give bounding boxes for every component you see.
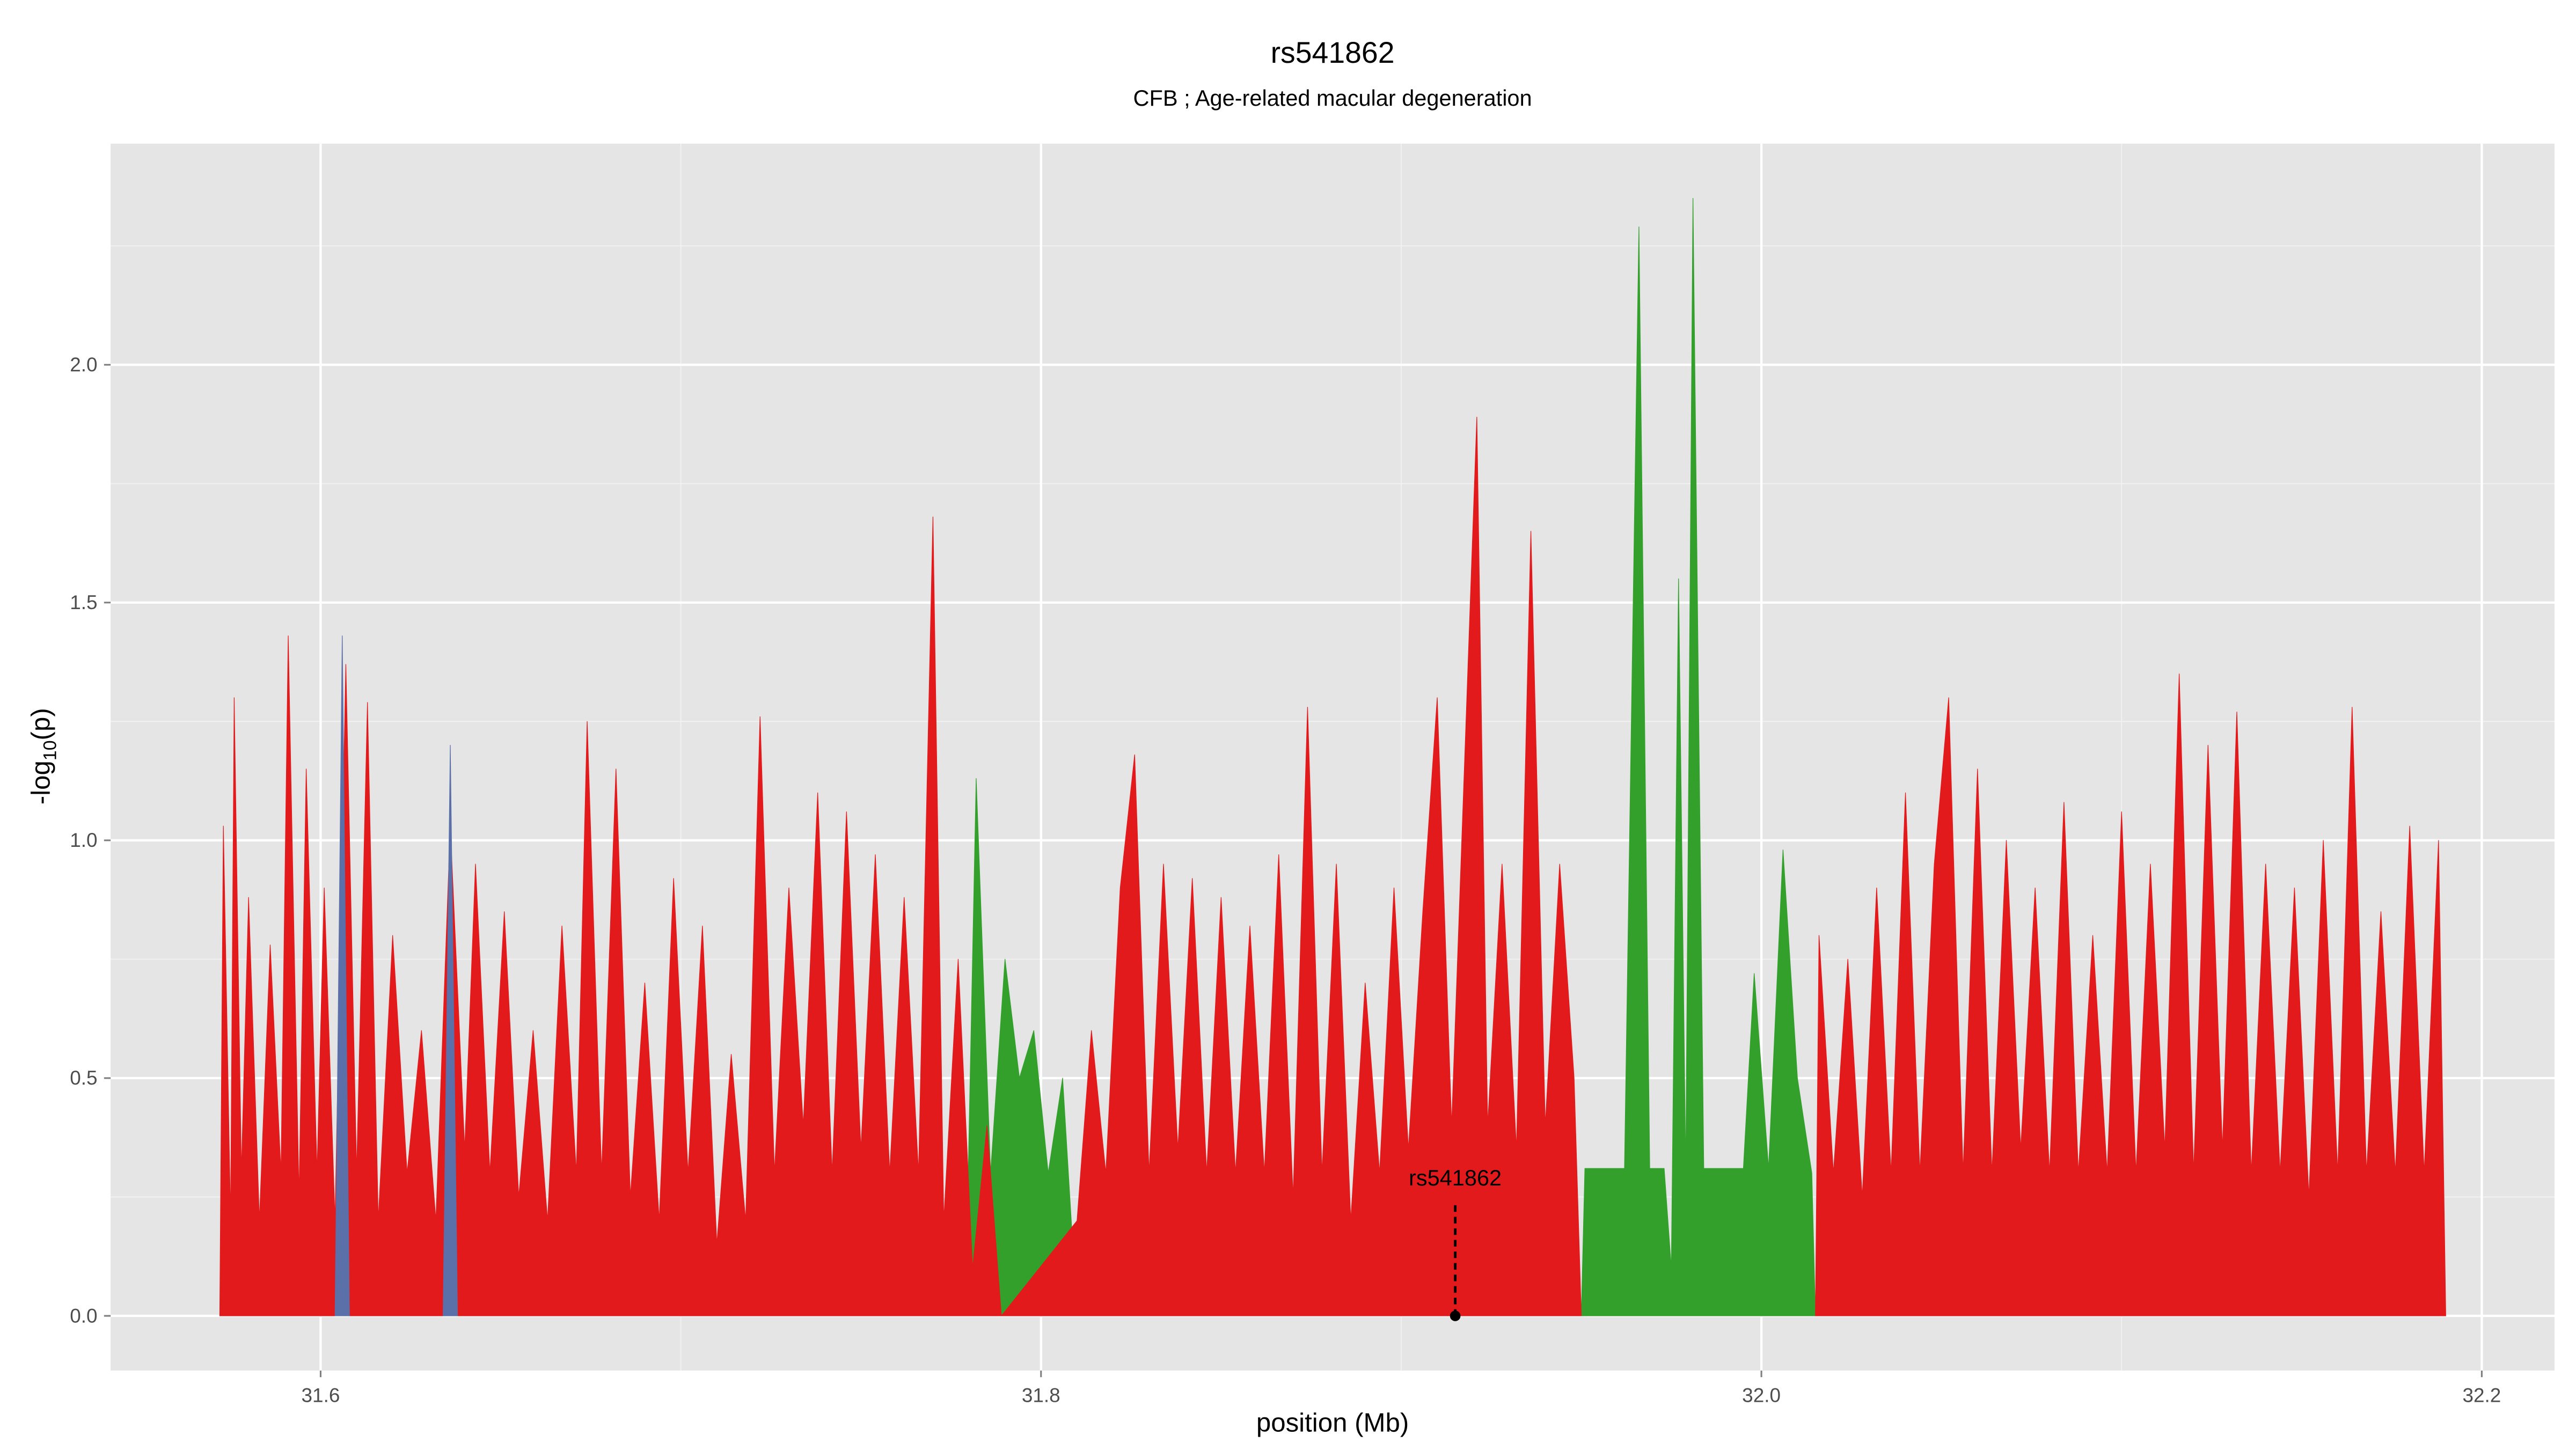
area <box>1815 674 2446 1316</box>
area <box>219 416 1582 1316</box>
x-tick-label: 31.8 <box>1022 1384 1060 1406</box>
x-axis-label: position (Mb) <box>1256 1408 1409 1438</box>
y-tick-label: 0.5 <box>70 1067 97 1089</box>
x-tick-label: 31.6 <box>302 1384 340 1406</box>
annotation-point <box>1450 1311 1461 1321</box>
area <box>965 197 1816 1316</box>
y-axis-label-part: -log <box>26 760 55 804</box>
y-axis-label-part: (p) <box>26 708 55 740</box>
y-axis-label-subscript: 10 <box>40 740 61 760</box>
area <box>334 635 458 1316</box>
y-tick-label: 2.0 <box>70 354 97 376</box>
y-tick-label: 1.0 <box>70 829 97 851</box>
y-tick-label: 0.0 <box>70 1305 97 1327</box>
x-tick-label: 32.0 <box>1742 1384 1781 1406</box>
annotation-label: rs541862 <box>1409 1165 1502 1190</box>
y-axis-label: -log10(p) <box>26 708 60 804</box>
chart-title: rs541862 <box>1271 36 1395 69</box>
chart-subtitle: CFB ; Age-related macular degeneration <box>1133 85 1532 111</box>
x-tick-label: 32.2 <box>2463 1384 2501 1406</box>
y-tick-label: 1.5 <box>70 591 97 613</box>
